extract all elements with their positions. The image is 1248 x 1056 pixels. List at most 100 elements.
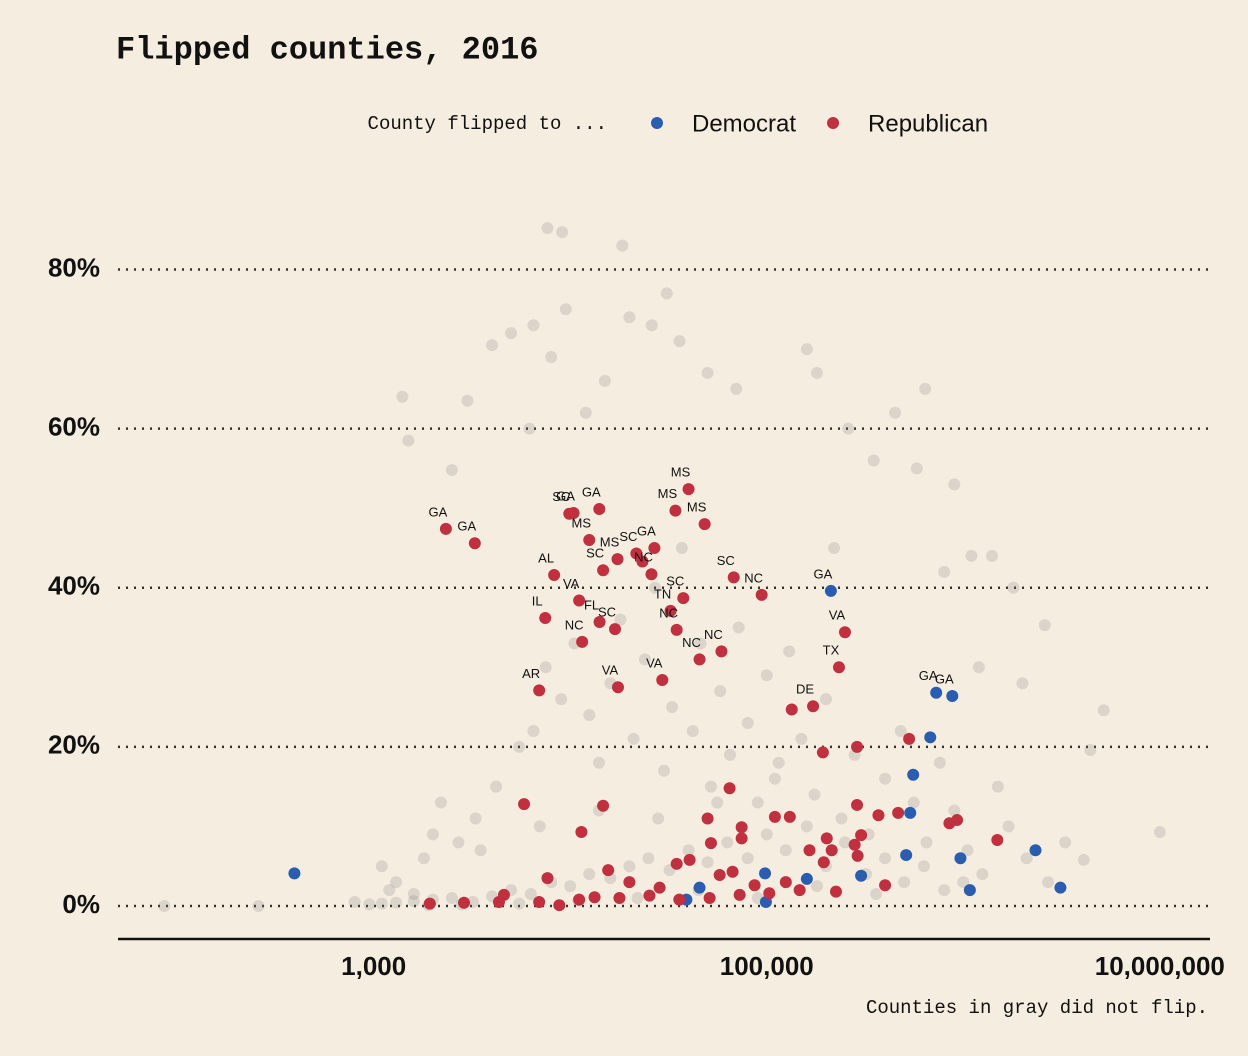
point (783, 810, 796, 823)
unflipped-point (694, 637, 707, 650)
point (653, 881, 666, 894)
point-label: NC (704, 627, 723, 642)
x-tick-label: 100,000 (720, 951, 814, 981)
unflipped-point (505, 327, 518, 340)
point (832, 661, 845, 674)
point-label: SC (717, 553, 735, 568)
point (288, 867, 301, 880)
point (726, 865, 739, 878)
unflipped-point (616, 239, 629, 252)
point-label: DE (796, 682, 814, 697)
point (892, 806, 905, 819)
point-label: GA (637, 523, 656, 538)
unflipped-point (907, 796, 920, 809)
unflipped-point (527, 319, 540, 332)
unflipped-point (466, 896, 479, 909)
point (807, 700, 820, 713)
unflipped-point (426, 828, 439, 841)
unflipped-point (1038, 619, 1051, 632)
point-label: TX (823, 643, 840, 658)
point (664, 604, 677, 617)
unflipped-point (1007, 581, 1020, 594)
point (829, 885, 842, 898)
unflipped-point (627, 732, 640, 745)
unflipped-point (957, 876, 970, 889)
point (588, 891, 601, 904)
point (816, 746, 829, 759)
point (677, 592, 690, 605)
unflipped-point (461, 394, 474, 407)
unflipped-point (638, 653, 651, 666)
point (497, 888, 510, 901)
point (855, 869, 868, 882)
point (597, 564, 610, 577)
point-label: TN (654, 586, 671, 601)
point (954, 852, 967, 865)
point (533, 896, 546, 909)
point (701, 812, 714, 825)
point (768, 810, 781, 823)
unflipped-point (417, 852, 430, 865)
unflipped-point (645, 319, 658, 332)
point (879, 879, 892, 892)
unflipped-point (741, 716, 754, 729)
unflipped-point (375, 860, 388, 873)
unflipped-point (658, 764, 670, 777)
unflipped-point (527, 724, 540, 737)
point (656, 674, 669, 687)
unflipped-point (623, 311, 636, 324)
unflipped-point (894, 724, 907, 737)
unflipped-point (407, 895, 420, 908)
point (623, 876, 636, 889)
unflipped-point (721, 836, 734, 849)
unflipped-point (592, 756, 605, 769)
point-label: SC (598, 605, 616, 620)
point (575, 825, 588, 838)
point-label: VA (646, 655, 663, 670)
point (576, 635, 589, 648)
unflipped-point (402, 434, 415, 447)
unflipped-point (810, 366, 823, 379)
point (597, 799, 610, 812)
y-tick-label: 40% (48, 571, 100, 601)
unflipped-point (686, 724, 699, 737)
point-label: VA (829, 608, 846, 623)
point (991, 833, 1004, 846)
point-label: NC (682, 635, 701, 650)
point-label: NC (744, 570, 763, 585)
point (518, 798, 531, 811)
unflipped-point (348, 896, 361, 909)
unflipped-point (779, 844, 792, 857)
point (693, 653, 706, 666)
point (669, 504, 682, 517)
point (645, 568, 658, 581)
y-tick-label: 20% (48, 730, 100, 760)
x-tick-label: 10,000,000 (1095, 951, 1225, 981)
point (803, 844, 816, 857)
unflipped-point (474, 844, 487, 857)
unflipped-point (920, 836, 933, 849)
point (439, 522, 452, 535)
unflipped-point (434, 796, 447, 809)
point (593, 502, 606, 515)
unflipped-point (976, 868, 989, 881)
point (553, 899, 566, 912)
unflipped-point (730, 382, 743, 395)
point-label: VA (563, 576, 580, 591)
point-label: GA (428, 504, 447, 519)
point-label: SC (552, 489, 570, 504)
unflipped-point (938, 884, 951, 897)
point-label: MS (687, 500, 707, 515)
x-tick-label: 1,000 (341, 951, 406, 981)
point-label: NC (565, 617, 584, 632)
unflipped-point (991, 780, 1004, 793)
unflipped-point (867, 454, 880, 467)
point (851, 798, 864, 811)
point (733, 888, 746, 901)
unflipped-point (649, 581, 662, 594)
unflipped-point (559, 303, 572, 316)
point (943, 817, 956, 830)
unflipped-point (675, 541, 688, 554)
point-label: NC (659, 605, 678, 620)
point-label: IL (532, 593, 543, 608)
